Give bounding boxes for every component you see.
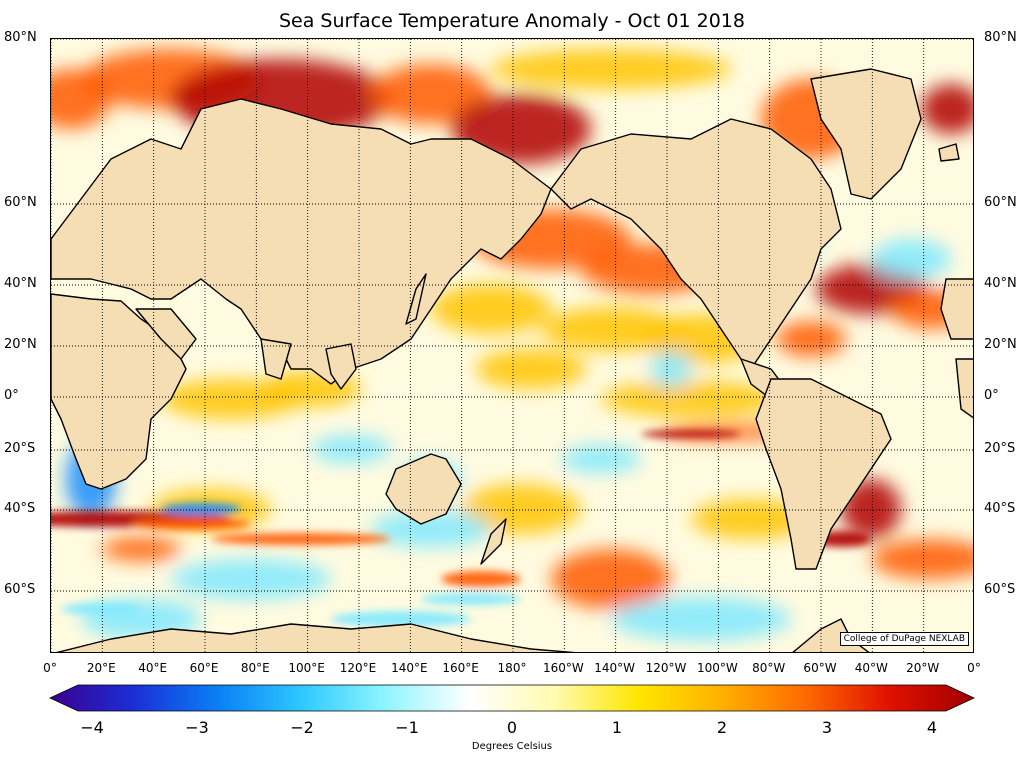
latitude-label-right: 60°S: [984, 582, 1016, 597]
longitude-label: 40°E: [138, 661, 168, 675]
longitude-label: 120°E: [339, 661, 377, 675]
sst-anomaly-map: [51, 39, 973, 652]
longitude-label: 40°W: [854, 661, 888, 675]
latitude-label-right: 20°N: [984, 337, 1017, 352]
latitude-label-left: 20°S: [4, 441, 36, 456]
latitude-label-right: 40°S: [984, 501, 1016, 516]
colorbar-gradient: [49, 684, 975, 712]
credit-label: College of DuPage NEXLAB: [839, 632, 969, 646]
colorbar-unit-label: Degrees Celsius: [471, 741, 553, 752]
longitude-label: 180°: [497, 661, 527, 675]
longitude-label: 100°E: [288, 661, 325, 675]
colorbar-tick-label: 4: [926, 718, 938, 737]
colorbar: [48, 683, 976, 713]
land-masses: [51, 68, 973, 652]
colorbar-tick-label: −2: [290, 718, 314, 737]
longitude-label: 140°W: [594, 661, 636, 675]
longitude-label: 160°E: [442, 661, 479, 675]
colorbar-tick-label: 3: [821, 718, 833, 737]
longitude-label: 0°: [43, 661, 57, 675]
latitude-label-left: 80°N: [4, 30, 37, 45]
colorbar-tick-label: −1: [395, 718, 419, 737]
colorbar-tick-label: −4: [80, 718, 104, 737]
longitude-label: 60°W: [803, 661, 837, 675]
map-title: Sea Surface Temperature Anomaly - Oct 01…: [279, 10, 745, 32]
longitude-label: 60°E: [189, 661, 219, 675]
latitude-label-right: 80°N: [984, 30, 1017, 45]
latitude-label-left: 60°S: [4, 582, 36, 597]
longitude-label: 120°W: [645, 661, 687, 675]
latitude-label-left: 60°N: [4, 195, 37, 210]
latitude-label-right: 0°: [984, 388, 999, 403]
longitude-label: 20°E: [86, 661, 116, 675]
latitude-label-left: 0°: [4, 388, 19, 403]
map-panel: College of DuPage NEXLAB: [50, 38, 974, 653]
colorbar-tick-label: 0: [506, 718, 518, 737]
colorbar-tick-label: 1: [611, 718, 623, 737]
longitude-label: 20°W: [906, 661, 940, 675]
longitude-label: 160°W: [542, 661, 584, 675]
colorbar-tick-label: 2: [716, 718, 728, 737]
longitude-label: 140°E: [391, 661, 428, 675]
latitude-label-left: 40°N: [4, 276, 37, 291]
longitude-label: 80°W: [752, 661, 786, 675]
colorbar-tick-label: −3: [185, 718, 209, 737]
longitude-label: 80°E: [240, 661, 270, 675]
latitude-label-left: 40°S: [4, 501, 36, 516]
longitude-label: 0°: [967, 661, 981, 675]
latitude-label-right: 20°S: [984, 441, 1016, 456]
latitude-label-left: 20°N: [4, 337, 37, 352]
graticule: [51, 39, 973, 652]
latitude-label-right: 40°N: [984, 276, 1017, 291]
longitude-label: 100°W: [696, 661, 738, 675]
latitude-label-right: 60°N: [984, 195, 1017, 210]
